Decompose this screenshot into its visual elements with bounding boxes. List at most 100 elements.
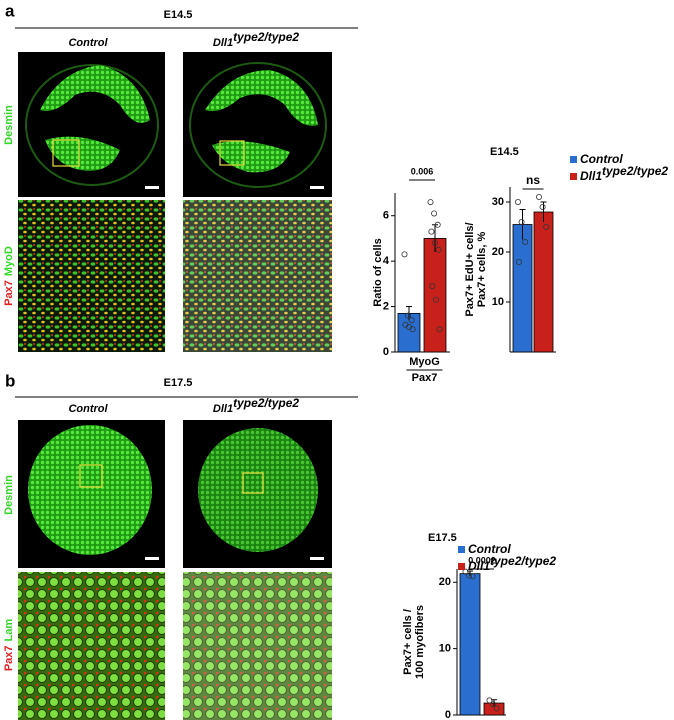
superscript: type2/type2: [233, 30, 299, 44]
annotation: 0.0002: [468, 555, 496, 565]
y-tick-label: 10: [492, 296, 504, 308]
tissue-outline: [25, 64, 159, 186]
y-tick-label: 2: [383, 300, 389, 312]
legend-label: Dll1type2/type2: [580, 164, 668, 183]
bar: [459, 573, 481, 716]
annotation: ns: [526, 173, 540, 187]
data-point: [462, 568, 469, 575]
legend-label: Control: [468, 542, 511, 556]
legend-swatch: [570, 156, 577, 163]
data-point: [493, 705, 500, 712]
stage-label: E17.5: [164, 377, 193, 389]
micrograph: [183, 572, 332, 720]
legend-superscript: type2/type2: [602, 164, 668, 178]
y-tick-label: 10: [439, 643, 451, 655]
superscript: type2/type2: [233, 396, 299, 410]
scale-bar: [310, 186, 324, 189]
data-point: [515, 258, 522, 265]
y-tick-label: 0: [383, 346, 389, 358]
y-tick-label: 6: [383, 210, 389, 222]
data-point: [434, 221, 441, 228]
bar: [512, 224, 533, 353]
legend-swatch: [458, 563, 465, 570]
y-tick-label: 30: [492, 196, 504, 208]
legend-swatch: [458, 546, 465, 553]
legend-swatch: [570, 173, 577, 180]
y-tick-label: 4: [383, 255, 390, 267]
data-point: [536, 193, 543, 200]
bar: [533, 211, 554, 353]
muscle: [45, 136, 120, 171]
bar: [423, 238, 447, 353]
data-point: [490, 701, 497, 708]
micrograph: [183, 200, 332, 352]
stain: Pax7: [3, 645, 15, 671]
data-point: [428, 228, 435, 235]
legend-name: Dll1: [468, 559, 490, 573]
data-point: [469, 573, 476, 580]
data-point: [515, 198, 522, 205]
micrograph: [18, 200, 165, 352]
stain: Pax7: [3, 280, 15, 306]
data-point: [522, 238, 529, 245]
gene: Dll1: [213, 403, 233, 415]
data-point: [432, 296, 439, 303]
column-label: Dll1type2/type2: [213, 396, 300, 415]
muscle: [205, 70, 318, 126]
legend-label: Control: [580, 152, 623, 166]
row-label: Pax7 Lam: [3, 619, 15, 672]
data-point: [539, 203, 546, 210]
chart-title: E17.5: [428, 532, 457, 544]
panel-label: b: [5, 371, 15, 390]
legend-name: Control: [468, 542, 511, 556]
tissue-outline: [189, 62, 327, 188]
legend-name: Control: [580, 152, 623, 166]
inset-box: [219, 140, 245, 166]
data-point: [466, 572, 473, 579]
column-label: Control: [68, 37, 108, 49]
inset-box: [52, 139, 80, 167]
row-label: Desmin: [3, 105, 15, 145]
gene: Dll1: [213, 37, 233, 49]
data-point: [405, 312, 412, 319]
tissue: [198, 428, 318, 552]
panel-label: a: [5, 1, 15, 20]
inset-box: [79, 464, 103, 488]
data-point: [401, 251, 408, 258]
data-point: [436, 326, 443, 333]
stain: Lam: [3, 619, 15, 642]
data-point: [429, 283, 436, 290]
scale-bar: [145, 186, 159, 189]
y-axis-label: Pax7+ cells /: [402, 609, 414, 675]
row-label: Desmin: [3, 475, 15, 515]
image-grid-a: [18, 52, 332, 352]
data-point: [409, 326, 416, 333]
x-axis-label: Pax7: [412, 372, 438, 384]
micrograph: [18, 572, 165, 720]
column-label: Dll1type2/type2: [213, 30, 300, 49]
y-tick-label: 20: [439, 576, 451, 588]
legend-name: Dll1: [580, 169, 602, 183]
stage-label: E14.5: [164, 9, 193, 21]
y-axis-label: 100 myofibers: [414, 605, 426, 679]
y-axis-label: Pax7+ EdU+ cells/: [464, 222, 476, 316]
y-axis-label: Pax7+ cells, %: [476, 232, 488, 308]
tissue: [28, 425, 152, 555]
annotation: 0.006: [411, 166, 434, 176]
data-point: [435, 246, 442, 253]
y-axis-label: Ratio of cells: [372, 238, 384, 306]
scale-bar: [145, 557, 159, 560]
inset-box: [242, 472, 264, 494]
stain: MyoD: [3, 246, 15, 276]
data-point: [431, 239, 438, 246]
scale-bar: [310, 557, 324, 560]
error-bar: [540, 201, 547, 222]
data-point: [543, 223, 550, 230]
data-point: [486, 697, 493, 704]
y-tick-label: 20: [492, 246, 504, 258]
x-axis-label: MyoG: [409, 356, 440, 368]
muscle: [40, 65, 150, 123]
y-tick-label: 0: [445, 709, 451, 720]
data-point: [427, 199, 434, 206]
